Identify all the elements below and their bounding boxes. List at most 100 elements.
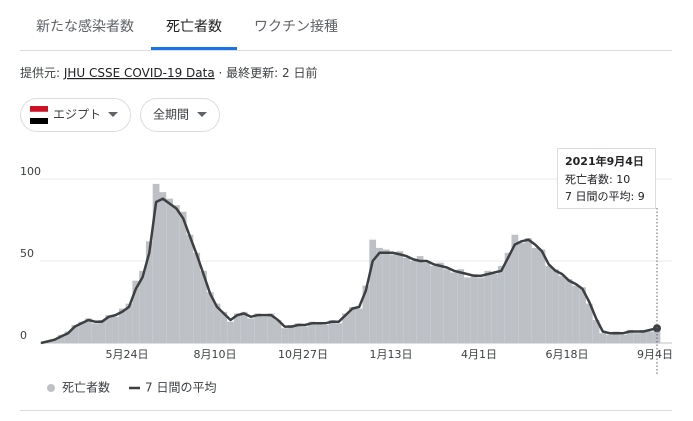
bar <box>511 234 519 343</box>
bar <box>497 265 505 343</box>
bar <box>166 198 173 343</box>
tooltip-date: 2021年9月4日 <box>565 154 644 168</box>
tab[interactable]: 新たな感染者数 <box>36 18 134 35</box>
bar <box>254 313 261 343</box>
source-updated: · 最終更新: 2 日前 <box>215 65 318 80</box>
bar <box>179 211 187 343</box>
y-tick-label: 0 <box>20 329 27 342</box>
tab-active[interactable]: 死亡者数 <box>166 19 222 35</box>
bar <box>403 257 410 343</box>
x-tick-label: 9月4日 <box>637 348 673 361</box>
x-tick-label: 6月18日 <box>546 348 589 361</box>
bar <box>416 256 424 343</box>
flag-black <box>30 118 48 124</box>
dropdown-arrow <box>197 112 207 117</box>
bar <box>173 205 180 343</box>
bar <box>213 303 221 343</box>
bar <box>443 269 451 343</box>
bar <box>139 270 146 343</box>
bar <box>186 234 194 343</box>
tooltip <box>557 148 656 209</box>
bar <box>619 334 627 343</box>
bar <box>633 333 641 343</box>
bar <box>457 269 465 343</box>
bar <box>321 324 329 343</box>
bar <box>626 329 634 343</box>
bar <box>91 323 99 343</box>
y-tick-label: 100 <box>20 165 41 178</box>
bar <box>396 251 404 343</box>
bar <box>592 320 600 343</box>
bar <box>294 323 302 343</box>
bar <box>132 280 140 343</box>
x-tick-label: 8月10日 <box>194 348 237 361</box>
source-link[interactable]: JHU CSSE COVID-19 Data <box>63 66 215 80</box>
bar <box>579 287 586 343</box>
legend-label: 7 日間の平均 <box>145 381 216 395</box>
bar <box>145 241 153 343</box>
x-tick-label: 1月13日 <box>370 348 413 361</box>
bar <box>301 326 309 343</box>
bar <box>389 254 397 343</box>
average-line <box>40 197 658 345</box>
bar <box>78 321 85 343</box>
bar <box>200 270 207 343</box>
bar <box>504 252 512 343</box>
bar <box>362 285 370 343</box>
bar <box>335 323 343 343</box>
bar <box>281 328 289 343</box>
bar <box>484 270 492 343</box>
bar <box>477 277 485 343</box>
period-button[interactable] <box>140 98 220 132</box>
bar <box>247 318 255 343</box>
bar <box>51 339 58 343</box>
x-tick-label: 10月27日 <box>278 348 328 361</box>
bar <box>342 313 349 343</box>
tooltip-average: 7 日間の平均: 9 <box>565 189 645 203</box>
bar <box>430 265 437 343</box>
bar <box>585 303 593 343</box>
bar <box>261 316 268 343</box>
period-label: 全期間 <box>153 108 189 122</box>
bar <box>464 277 471 343</box>
bar <box>85 318 92 343</box>
bar <box>267 313 275 343</box>
tab[interactable]: ワクチン接種 <box>254 19 338 35</box>
bar <box>118 308 126 343</box>
source-prefix: 提供元: <box>20 65 64 80</box>
tooltip-daily: 死亡者数: 10 <box>565 172 630 186</box>
bar <box>159 192 167 343</box>
bar <box>71 324 79 343</box>
x-tick-label: 5月24日 <box>106 348 149 361</box>
bar <box>112 316 119 343</box>
bar <box>437 262 444 343</box>
flag-white <box>29 111 49 119</box>
bar <box>376 247 383 343</box>
bar <box>613 331 620 343</box>
bar <box>646 331 654 343</box>
bar <box>220 311 228 343</box>
bar <box>308 321 316 343</box>
bar <box>355 308 363 343</box>
bar <box>552 269 559 343</box>
bar <box>538 249 546 343</box>
bar <box>125 303 133 343</box>
bar <box>64 331 72 343</box>
bar <box>315 323 322 343</box>
bar <box>152 183 160 343</box>
bar <box>565 279 573 343</box>
bar <box>328 320 336 343</box>
bar <box>599 333 607 343</box>
bar <box>572 285 580 343</box>
bar <box>606 334 613 343</box>
tab-indicator <box>151 47 237 50</box>
bar <box>233 313 241 343</box>
bar <box>525 238 532 343</box>
dropdown-arrow <box>108 112 118 117</box>
x-tick-label: 4月1日 <box>461 348 497 361</box>
bar <box>193 252 201 343</box>
bar <box>409 261 417 343</box>
bar <box>382 249 390 343</box>
legend-swatch <box>47 384 55 392</box>
